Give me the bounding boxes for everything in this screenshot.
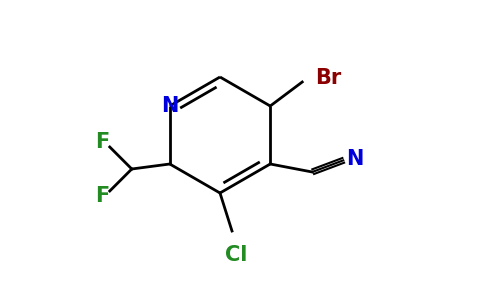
Text: F: F: [95, 186, 109, 206]
Text: Cl: Cl: [225, 245, 247, 265]
Text: N: N: [161, 96, 179, 116]
Text: Br: Br: [315, 68, 342, 88]
Text: F: F: [95, 132, 109, 152]
Text: N: N: [347, 149, 364, 169]
